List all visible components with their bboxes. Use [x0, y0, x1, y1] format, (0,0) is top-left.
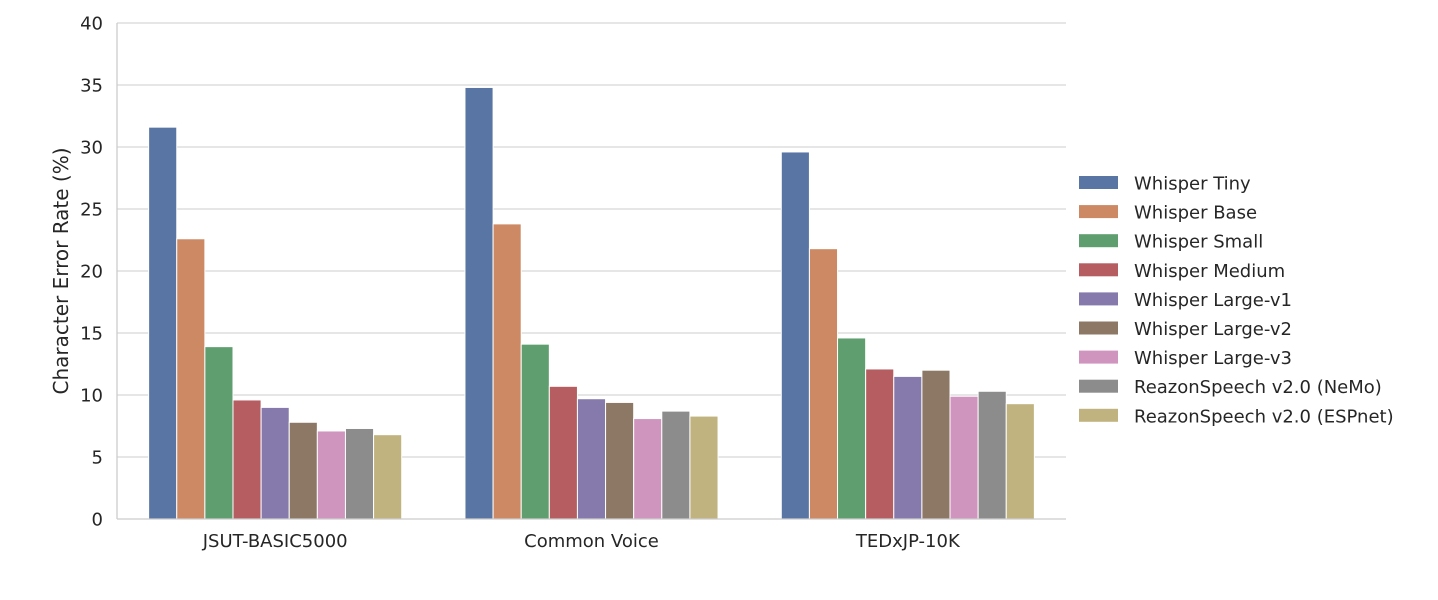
y-tick-label: 15	[80, 324, 103, 345]
legend-label: Whisper Base	[1134, 203, 1257, 224]
bar	[661, 410, 691, 520]
x-tick-label: JSUT-BASIC5000	[202, 531, 348, 552]
y-tick-label: 25	[80, 200, 103, 221]
legend-label: ReazonSpeech v2.0 (NeMo)	[1134, 377, 1382, 398]
gridlines	[117, 22, 1066, 458]
legend-label: Whisper Large-v2	[1134, 319, 1292, 340]
legend-swatch	[1079, 379, 1118, 393]
bar	[977, 390, 1007, 520]
axes	[116, 23, 1066, 520]
legend-swatch	[1079, 176, 1118, 189]
bars	[148, 86, 1035, 520]
bar	[576, 398, 607, 520]
y-tick-label: 5	[92, 448, 103, 469]
bar	[176, 238, 206, 520]
bar	[492, 223, 522, 520]
bar	[204, 346, 234, 520]
bar	[633, 418, 663, 520]
x-tick-label: TEDxJP-10K	[855, 531, 961, 552]
bar	[893, 375, 923, 520]
bar	[689, 415, 719, 520]
legend-label: ReazonSpeech v2.0 (ESPnet)	[1134, 406, 1394, 427]
bar	[344, 427, 375, 520]
y-axis-title: Character Error Rate (%)	[49, 147, 73, 394]
bar	[548, 385, 578, 520]
legend-label: Whisper Large-v3	[1134, 348, 1292, 369]
y-tick-label: 30	[80, 138, 103, 159]
legend-swatch	[1079, 263, 1118, 277]
bar	[260, 406, 290, 520]
legend-label: Whisper Tiny	[1134, 174, 1251, 195]
bar	[232, 399, 262, 520]
bar	[148, 126, 178, 520]
legend-swatch	[1079, 234, 1118, 248]
bar	[520, 343, 550, 520]
bar	[1005, 403, 1035, 520]
y-tick-label: 40	[80, 14, 103, 35]
bar	[605, 401, 635, 520]
bar	[865, 368, 895, 520]
legend-label: Whisper Medium	[1134, 261, 1285, 282]
x-tick-labels: JSUT-BASIC5000 Common Voice TEDxJP-10K	[202, 531, 961, 552]
bar	[373, 434, 403, 520]
legend-swatch	[1079, 205, 1118, 219]
bar	[316, 430, 346, 520]
bar	[949, 395, 979, 520]
y-tick-labels: 0 5 10 15 20 25 30 35 40	[80, 14, 103, 531]
bar	[780, 151, 810, 520]
x-tick-label: Common Voice	[524, 531, 659, 552]
bar	[808, 248, 839, 520]
bar	[464, 86, 494, 520]
legend: Whisper Tiny Whisper Base Whisper Small Whi…	[1079, 174, 1394, 427]
legend-swatch	[1079, 350, 1118, 364]
y-tick-label: 10	[80, 386, 103, 407]
legend-swatch	[1079, 321, 1118, 335]
bar	[837, 337, 867, 520]
y-tick-label: 0	[92, 510, 103, 531]
bar	[921, 369, 951, 520]
legend-swatch	[1079, 408, 1118, 422]
bar	[288, 421, 318, 520]
y-tick-label: 35	[80, 76, 103, 97]
legend-label: Whisper Large-v1	[1134, 290, 1292, 311]
y-tick-label: 20	[80, 262, 103, 283]
legend-label: Whisper Small	[1134, 232, 1263, 253]
legend-swatch	[1079, 292, 1118, 306]
